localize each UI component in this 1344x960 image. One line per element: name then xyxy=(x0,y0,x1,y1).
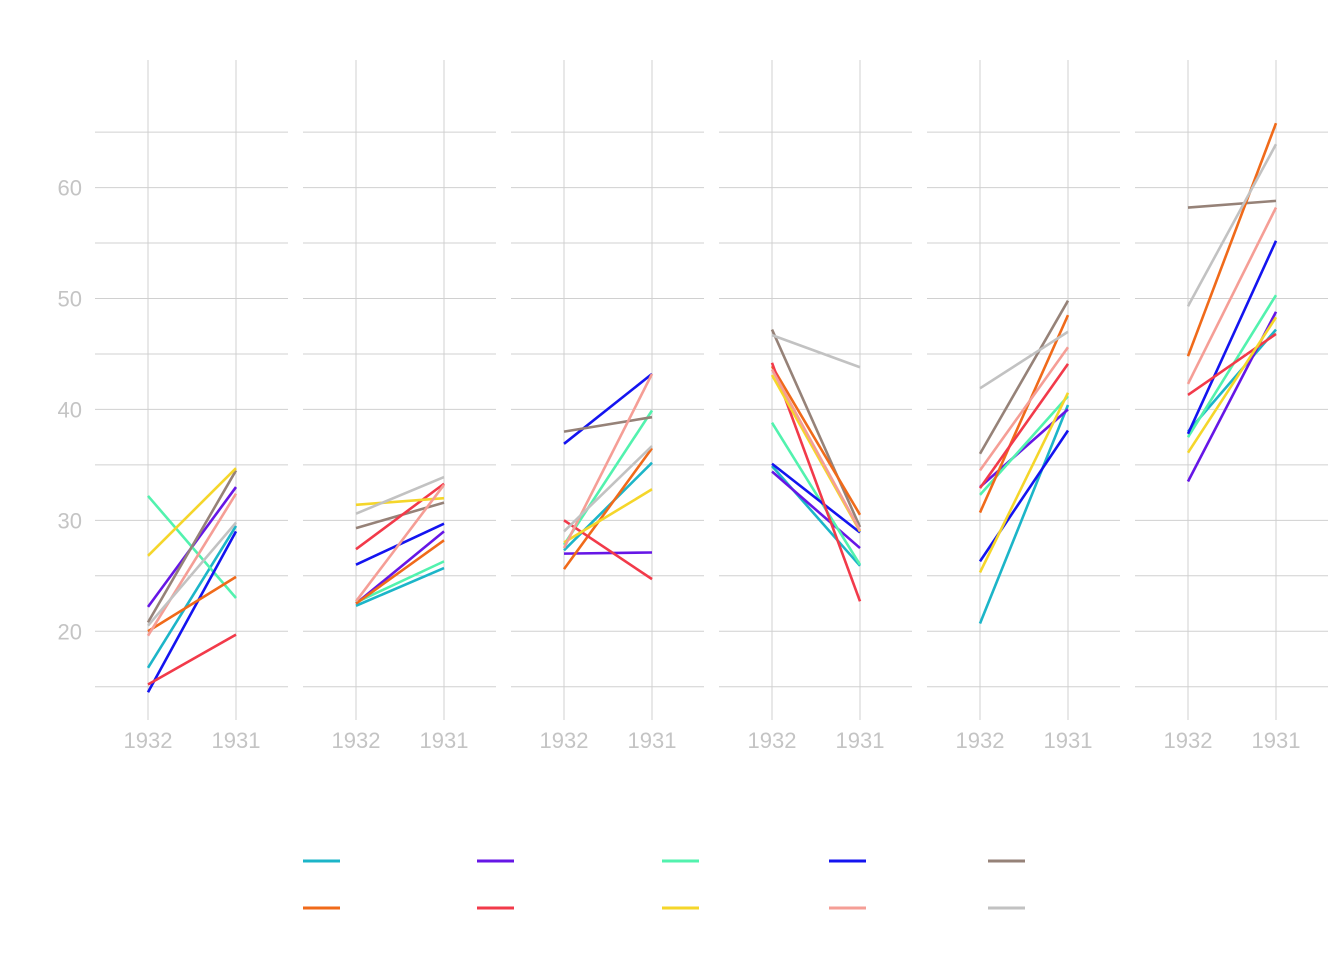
series-line xyxy=(1187,332,1277,397)
series-line xyxy=(563,415,653,433)
legend xyxy=(303,859,1025,910)
y-tick-label: 20 xyxy=(58,619,82,644)
series-line xyxy=(563,461,653,552)
panel-3 xyxy=(562,372,654,581)
series-line xyxy=(1186,122,1278,357)
series-line xyxy=(979,330,1069,390)
series-line xyxy=(563,488,653,544)
x-tick-label: 1931 xyxy=(212,728,261,753)
x-tick-label: 1931 xyxy=(1044,728,1093,753)
y-tick-label: 30 xyxy=(58,508,82,533)
series-line xyxy=(562,373,654,549)
series-line xyxy=(563,372,653,445)
series-line xyxy=(355,566,445,607)
series-line xyxy=(978,392,1070,574)
x-tick-label: 1932 xyxy=(332,728,381,753)
series-line xyxy=(354,484,446,603)
series-line xyxy=(1186,240,1278,435)
gridlines xyxy=(95,60,1328,720)
series-line xyxy=(563,551,653,555)
series-line xyxy=(1187,199,1277,209)
series-line xyxy=(147,467,237,557)
panel-4 xyxy=(770,329,862,602)
series-line xyxy=(147,575,237,633)
series-line xyxy=(146,525,238,669)
x-tick-label: 1932 xyxy=(748,728,797,753)
series-line xyxy=(978,429,1070,563)
x-tick-label: 1931 xyxy=(420,728,469,753)
panel-5 xyxy=(978,300,1070,624)
x-tick-label: 1931 xyxy=(1252,728,1301,753)
x-tick-label: 1932 xyxy=(1164,728,1213,753)
series-line xyxy=(355,482,445,551)
series-line xyxy=(1186,294,1278,438)
series-line xyxy=(771,470,861,550)
series-line xyxy=(562,409,654,546)
y-tick-label: 50 xyxy=(58,286,82,311)
series-line xyxy=(978,404,1070,624)
series-line xyxy=(355,496,445,507)
series-line xyxy=(1186,316,1278,454)
series-line xyxy=(1186,206,1278,385)
series-line xyxy=(146,493,238,637)
series-line xyxy=(355,560,445,604)
series-line xyxy=(147,521,237,627)
series-line xyxy=(770,365,862,516)
series-line xyxy=(978,300,1070,455)
x-tick-label: 1932 xyxy=(956,728,1005,753)
panel-2 xyxy=(354,475,446,607)
series-line xyxy=(1186,143,1278,307)
series-line xyxy=(770,329,862,528)
series-line xyxy=(771,333,861,369)
x-tick-label: 1931 xyxy=(836,728,885,753)
panel-1 xyxy=(146,467,238,693)
series-line xyxy=(355,539,445,605)
y-tick-label: 60 xyxy=(58,176,82,201)
series-line xyxy=(770,368,862,531)
series-line xyxy=(563,445,653,533)
panel-6 xyxy=(1186,122,1278,483)
series-line xyxy=(978,363,1070,489)
series-line xyxy=(147,633,237,686)
series-line xyxy=(355,475,445,515)
series-line xyxy=(770,422,862,566)
series-line xyxy=(771,462,861,534)
series-line xyxy=(146,469,238,624)
series-line xyxy=(146,530,238,693)
series-line xyxy=(562,447,654,570)
series-line xyxy=(563,519,653,581)
x-tick-label: 1932 xyxy=(540,728,589,753)
y-tick-label: 40 xyxy=(58,397,82,422)
series-line xyxy=(978,314,1070,514)
series-line xyxy=(978,346,1070,472)
x-tick-label: 1932 xyxy=(124,728,173,753)
x-tick-label: 1931 xyxy=(628,728,677,753)
